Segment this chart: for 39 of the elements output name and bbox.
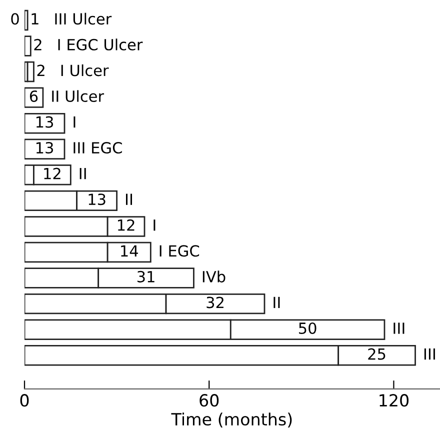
y-tick-label: I EGC Ulcer	[58, 38, 143, 50]
y-tick-label: III Ulcer	[55, 12, 112, 25]
y-tick-label: III EGC	[74, 142, 122, 154]
bar	[24, 138, 66, 160]
y-tick-label: I Ulcer	[61, 64, 109, 76]
data-label: 0	[11, 13, 19, 25]
x-tick-label: 60	[200, 394, 219, 407]
bar	[26, 61, 34, 82]
data-label: 25	[368, 348, 386, 360]
y-tick-label: II	[274, 296, 280, 308]
bar	[24, 10, 28, 31]
y-tick-label: II Ulcer	[52, 90, 104, 102]
data-label: 12	[44, 168, 60, 180]
bar	[24, 36, 32, 56]
data-label: 31	[137, 270, 154, 282]
y-tick-label: I EGC	[160, 245, 200, 257]
x-tick-label: 0	[20, 394, 29, 407]
data-label: 2	[37, 64, 44, 76]
x-tick-label: 120	[380, 394, 409, 407]
y-tick-label: II	[126, 194, 132, 205]
data-label: 14	[121, 245, 138, 256]
bar	[24, 112, 66, 134]
x-axis-title: Time (months)	[171, 412, 292, 428]
data-label: 6	[30, 90, 38, 102]
data-label: 50	[299, 322, 316, 334]
bar	[24, 87, 44, 108]
y-tick-label: I	[154, 220, 156, 231]
data-label: 2	[34, 38, 42, 50]
data-label: 13	[36, 142, 53, 154]
y-tick-label: II	[80, 168, 86, 180]
y-tick-label: IVb	[202, 270, 226, 282]
y-tick-label: III	[424, 348, 435, 360]
data-label: 32	[206, 296, 224, 308]
data-label: 13	[36, 116, 53, 128]
data-label: 12	[118, 219, 134, 231]
data-label: 13	[88, 194, 106, 206]
data-label: 1	[32, 13, 38, 24]
y-tick-label: I	[74, 116, 76, 128]
y-tick-label: III	[394, 322, 404, 334]
